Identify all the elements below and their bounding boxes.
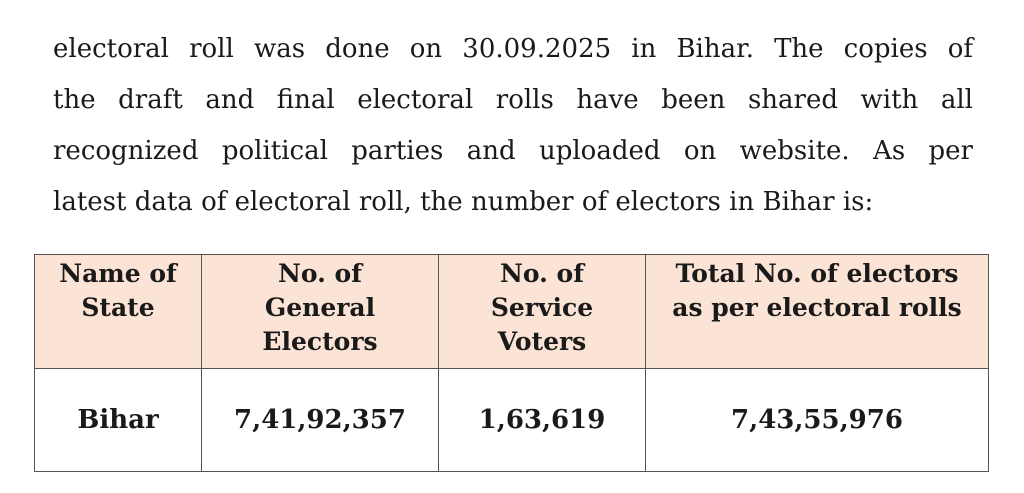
cell-general-electors: 7,41,92,357 [201, 368, 439, 472]
cell-total-electors: 7,43,55,976 [645, 368, 989, 472]
paragraph-line: the draft and final electoral rolls have… [53, 85, 973, 115]
paragraph-line: latest data of electoral roll, the numbe… [53, 187, 874, 217]
cell-service-voters: 1,63,619 [438, 368, 646, 472]
header-general-electors: No. of General Electors [201, 254, 439, 369]
body-paragraph: electoral roll was done on 30.09.2025 in… [53, 24, 973, 228]
paragraph-line: electoral roll was done on 30.09.2025 in… [53, 34, 973, 64]
table-header-row: Name of State No. of General Electors No… [34, 254, 989, 369]
header-label: Total No. of electors as per electoral r… [672, 259, 962, 322]
header-label: No. of General Electors [262, 259, 378, 356]
header-label: No. of Service Voters [490, 259, 594, 356]
header-name-of-state: Name of State [34, 254, 202, 369]
table-row: Bihar 7,41,92,357 1,63,619 7,43,55,976 [34, 368, 989, 472]
header-label: Name of State [59, 259, 177, 322]
header-service-voters: No. of Service Voters [438, 254, 646, 369]
header-total-electors: Total No. of electors as per electoral r… [645, 254, 989, 369]
paragraph-line: recognized political parties and uploade… [53, 136, 973, 166]
electors-table: Name of State No. of General Electors No… [34, 254, 989, 472]
cell-state-name: Bihar [34, 368, 202, 472]
